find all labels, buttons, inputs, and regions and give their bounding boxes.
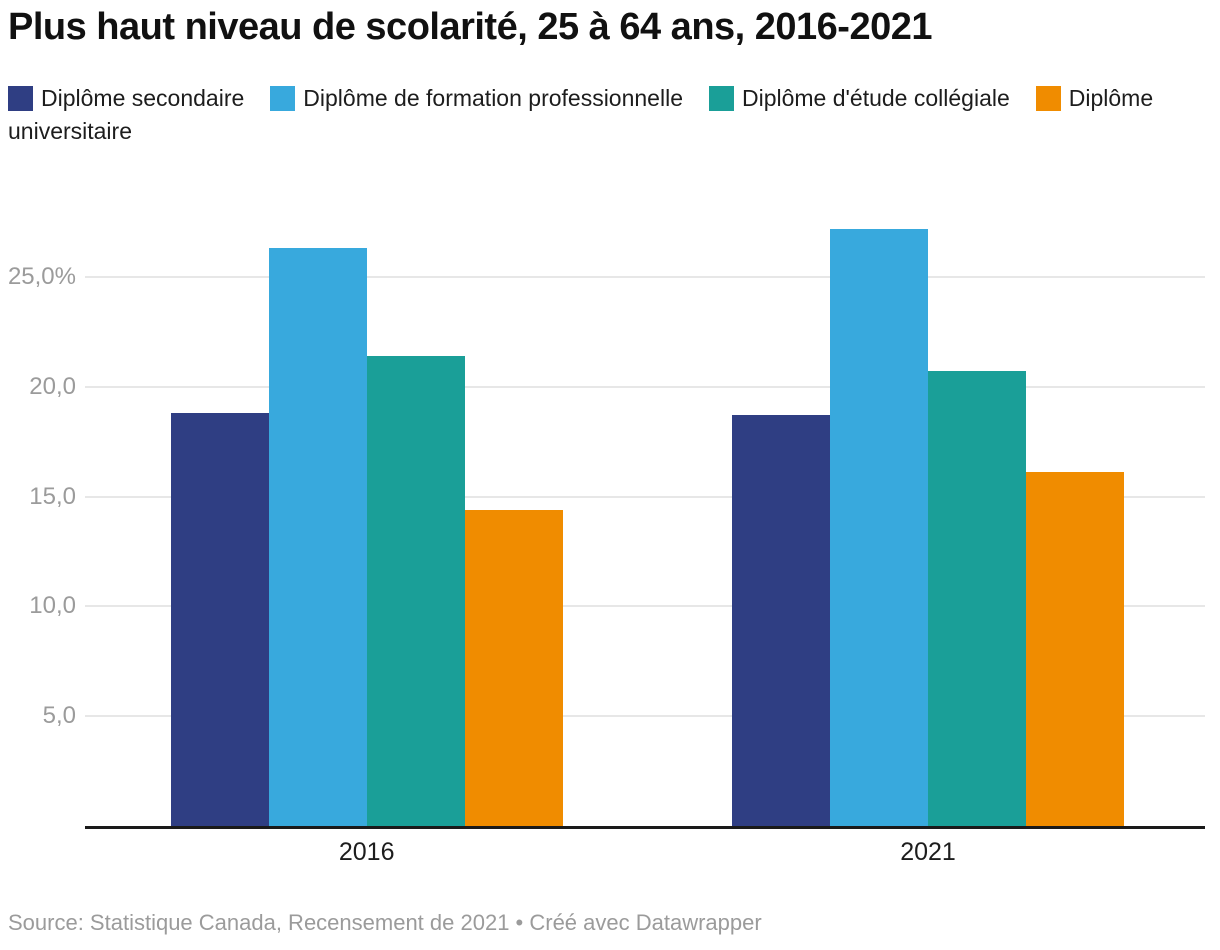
y-axis-tick-label-25: 25,0% bbox=[7, 263, 76, 290]
legend-label-secondaire: Diplôme secondaire bbox=[41, 85, 245, 111]
bar-2016-secondaire[interactable] bbox=[170, 413, 269, 826]
y-axis-tick-label-5: 5,0 bbox=[42, 702, 76, 730]
y-axis-tick-label-10: 10,0 bbox=[29, 592, 76, 620]
bar-2021-universitaire[interactable] bbox=[1026, 472, 1124, 826]
gridline-25 bbox=[85, 276, 1205, 278]
legend-swatch-formation-professionnelle bbox=[270, 86, 296, 111]
y-axis-tick-label-15: 15,0 bbox=[29, 482, 76, 510]
legend-label-formation-professionnelle: Diplôme de formation professionnelle bbox=[303, 85, 683, 111]
x-axis-label-2016: 2016 bbox=[338, 838, 395, 866]
bar-2021-formation-professionnelle[interactable] bbox=[830, 228, 928, 826]
y-axis-tick-label-20: 20,0 bbox=[29, 372, 76, 400]
source-attribution: Source: Statistique Canada, Recensement … bbox=[8, 910, 762, 935]
legend-label-etude-collegiale: Diplôme d'étude collégiale bbox=[741, 85, 1010, 111]
gridline-10 bbox=[85, 605, 1205, 608]
bar-2016-etude-collegiale[interactable] bbox=[366, 356, 465, 826]
bar-2021-etude-collegiale[interactable] bbox=[928, 371, 1026, 826]
gridline-15 bbox=[85, 495, 1205, 498]
bar-2021-secondaire[interactable] bbox=[732, 415, 830, 826]
gridline-5 bbox=[85, 715, 1205, 718]
legend-label-universitaire: Diplôme universitaire bbox=[8, 85, 1154, 144]
chart-title: Plus haut niveau de scolarité, 25 à 64 a… bbox=[8, 6, 933, 48]
x-axis-line bbox=[85, 826, 1205, 829]
legend-swatch-etude-collegiale bbox=[708, 86, 734, 111]
legend-swatch-universitaire bbox=[1035, 86, 1061, 111]
bar-2016-universitaire[interactable] bbox=[464, 509, 563, 826]
gridline-20 bbox=[85, 385, 1205, 388]
legend-swatch-secondaire bbox=[8, 86, 33, 111]
bar-2016-formation-professionnelle[interactable] bbox=[268, 248, 367, 826]
chart-legend: Diplôme secondaire Diplôme de formation p… bbox=[8, 82, 1208, 148]
x-axis-label-2021: 2021 bbox=[900, 838, 956, 866]
